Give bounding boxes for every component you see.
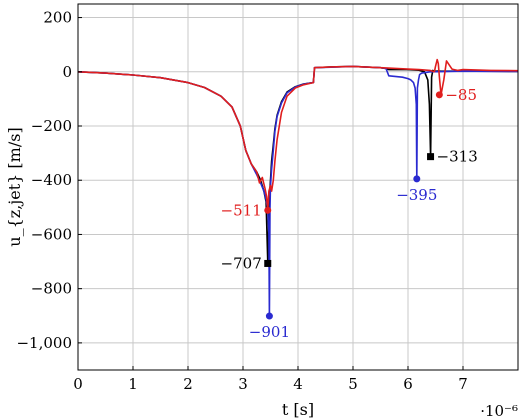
- y-tick-label: −200: [31, 117, 72, 135]
- data-label: −85: [445, 86, 477, 104]
- data-label: −395: [396, 186, 437, 204]
- x-tick-label: 6: [403, 375, 413, 393]
- marker-point: [427, 153, 435, 161]
- y-tick-label: −600: [31, 225, 72, 243]
- y-tick-label: 0: [62, 63, 72, 81]
- x-tick-label: 5: [348, 375, 358, 393]
- x-tick-label: 0: [73, 375, 83, 393]
- y-tick-label: 200: [43, 9, 72, 27]
- x-tick-label: 7: [458, 375, 468, 393]
- data-label: −511: [221, 201, 262, 219]
- y-axis: 200 0 −200 −400 −600 −800 −1,000: [16, 9, 82, 352]
- y-tick-label: −1,000: [16, 334, 72, 352]
- y-tick-label: −800: [31, 280, 72, 298]
- marker-point: [265, 312, 273, 320]
- x-tick-label: 4: [293, 375, 303, 393]
- x-axis: 0 1 2 3 4 5 6 7: [73, 366, 468, 393]
- x-axis-label: t [s]: [282, 400, 314, 419]
- y-tick-label: −400: [31, 171, 72, 189]
- marker-point: [413, 175, 421, 183]
- x-tick-label: 1: [128, 375, 138, 393]
- series-line-2: [77, 58, 519, 212]
- data-label: −313: [437, 148, 478, 166]
- grid: [77, 4, 518, 370]
- series-layer: [77, 58, 519, 317]
- marker-point: [264, 259, 272, 267]
- marker-point: [435, 91, 443, 99]
- data-label: −707: [221, 254, 262, 272]
- markers-layer: −901 −707 −511 −395 −313 −85: [221, 86, 478, 341]
- data-label: −901: [249, 323, 290, 341]
- y-axis-label: u_{z,jet} [m/s]: [5, 127, 24, 246]
- x-axis-multiplier: ·10⁻⁶: [480, 402, 518, 420]
- x-tick-label: 3: [238, 375, 248, 393]
- marker-point: [264, 206, 272, 214]
- x-tick-label: 2: [183, 375, 193, 393]
